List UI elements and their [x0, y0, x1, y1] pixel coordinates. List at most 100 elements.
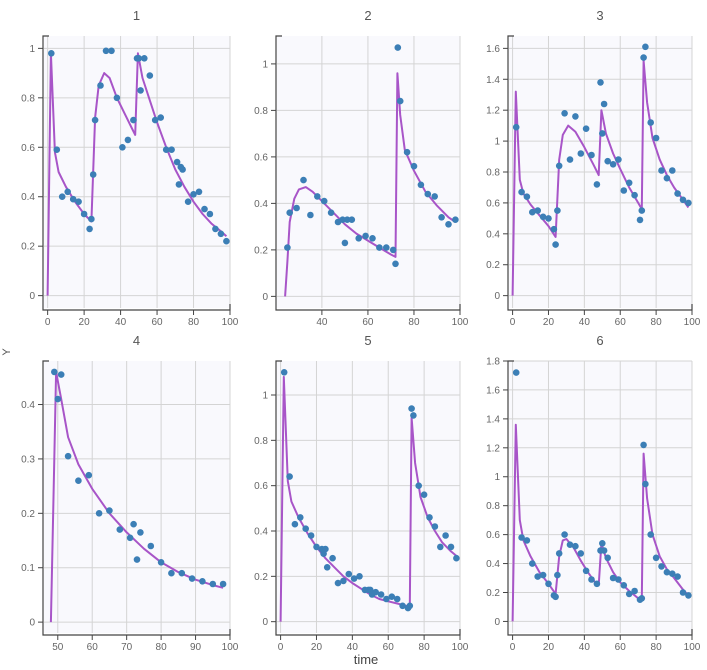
y-tick-label: 1: [262, 59, 268, 70]
y-tick-label: 1: [494, 472, 500, 483]
observation-point: [223, 237, 230, 245]
y-tick-label: 1: [262, 391, 268, 402]
observation-point: [119, 144, 126, 151]
observation-point: [302, 525, 310, 532]
y-tick-label: 1: [494, 137, 500, 148]
y-tick-label: 0.4: [486, 559, 500, 570]
x-tick-label: 80: [408, 317, 420, 328]
observation-point: [523, 537, 531, 544]
y-tick-label: 0: [262, 292, 268, 303]
observation-point: [406, 602, 414, 610]
observation-point: [307, 532, 315, 539]
x-axis-label: time: [354, 652, 379, 667]
panel-6: 600.20.40.60.811.21.41.61.80 20 40 60 80 100: [486, 333, 701, 653]
axes: [42, 360, 231, 636]
observation-point: [426, 514, 433, 521]
observation-point: [356, 573, 363, 580]
observation-point: [146, 72, 154, 79]
observation-point: [116, 526, 124, 533]
observation-point: [625, 179, 633, 187]
observation-point: [396, 97, 404, 105]
observation-point: [512, 123, 520, 131]
observation-point: [168, 569, 175, 577]
observation-point: [388, 593, 396, 600]
y-tick-label: 0.6: [21, 143, 35, 154]
observation-point: [124, 136, 132, 144]
observation-point: [369, 235, 376, 242]
observation-point: [151, 116, 159, 124]
y-tick-label: 1.6: [486, 44, 500, 55]
x-tick-label: 60: [362, 317, 374, 328]
observation-point: [685, 592, 692, 599]
observation-point: [157, 114, 164, 121]
observation-point: [636, 216, 644, 224]
x-tick-label: 40: [579, 317, 591, 328]
observation-point: [410, 162, 418, 170]
observation-point: [609, 574, 617, 582]
observation-point: [550, 225, 558, 233]
observation-point: [322, 545, 329, 553]
observation-point: [663, 568, 671, 576]
observation-point: [399, 602, 406, 610]
observation-point: [642, 43, 649, 51]
y-tick-label: 0: [29, 291, 35, 302]
observation-point: [57, 371, 65, 378]
observation-point: [201, 205, 208, 213]
y-tick-label: 0.6: [254, 152, 268, 163]
prediction-line: [46, 52, 228, 296]
observation-point: [539, 213, 547, 221]
observation-point: [195, 188, 203, 196]
panel-1: 1 0 0.2 0.4 0.6 0.8 1 0 20 40 60 80 100: [21, 8, 239, 328]
observation-point: [640, 441, 647, 449]
observation-point: [69, 195, 77, 203]
observation-point: [106, 507, 113, 514]
observation-point: [410, 412, 417, 419]
x-tick-label: 80: [651, 642, 663, 653]
y-tick-label: 0.8: [486, 501, 500, 512]
y-tick-label: 1.4: [486, 75, 500, 86]
observation-point: [313, 543, 320, 551]
observation-point: [552, 241, 559, 248]
observation-point: [424, 190, 432, 198]
observation-point: [577, 150, 585, 157]
observation-point: [340, 577, 347, 585]
observation-point: [615, 576, 622, 583]
observation-point: [588, 151, 595, 159]
plot-area: [509, 361, 692, 633]
observation-point: [300, 176, 307, 184]
observation-point: [561, 531, 568, 538]
observation-point: [554, 207, 561, 214]
observation-point: [86, 225, 93, 233]
observation-point: [679, 196, 687, 204]
observation-point: [113, 94, 121, 102]
plot-area: [277, 36, 460, 308]
observation-point: [212, 225, 219, 233]
observation-point: [669, 167, 676, 174]
axes: [275, 360, 461, 636]
observation-point: [376, 244, 383, 251]
observation-point: [554, 571, 561, 579]
x-tick-label: 100: [684, 317, 701, 328]
x-tick-label: 20: [543, 642, 555, 653]
observation-point: [679, 589, 687, 596]
observation-point: [615, 156, 622, 163]
observation-point: [286, 209, 294, 216]
observation-point: [529, 560, 536, 567]
observation-point: [638, 595, 646, 602]
observation-point: [175, 181, 183, 188]
y-tick-label: 1.6: [486, 385, 500, 396]
observation-point: [552, 593, 559, 601]
observation-point: [157, 559, 165, 566]
observation-point: [447, 543, 455, 551]
observation-point: [593, 580, 601, 588]
y-tick-label: 0.6: [254, 481, 268, 492]
observation-point: [280, 369, 288, 376]
x-tick-label: 50: [52, 642, 64, 653]
axes: [42, 35, 231, 311]
observation-point: [383, 244, 390, 251]
observation-point: [389, 246, 397, 254]
observation-point: [452, 216, 459, 223]
y-tick-label: 0: [262, 617, 268, 628]
y-tick-label: 1.8: [486, 357, 500, 368]
